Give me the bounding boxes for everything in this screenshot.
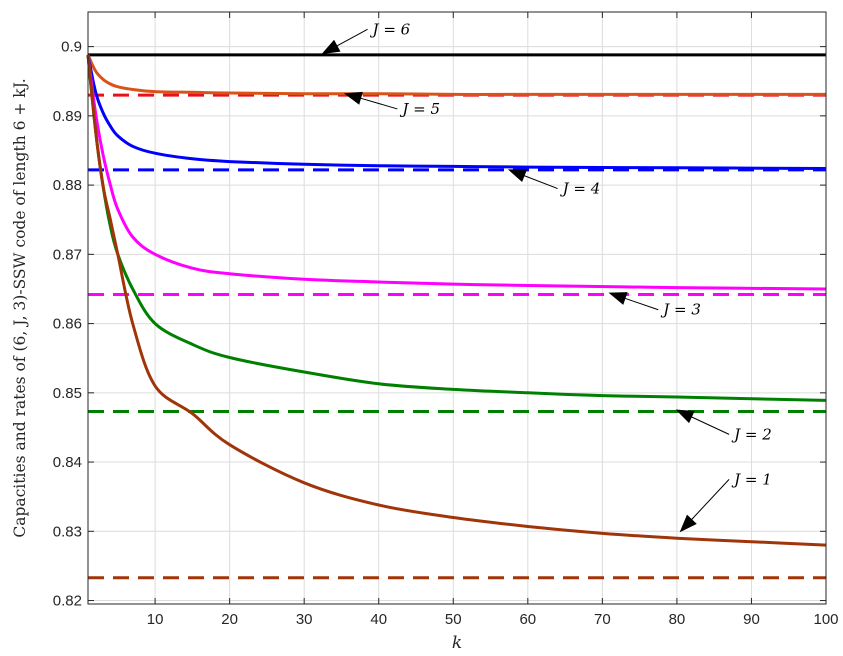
- plot-frame: [87, 11, 827, 605]
- y-tick-label: 0.88: [53, 177, 82, 194]
- annotation-label-j: J = 3: [660, 301, 701, 319]
- x-axis-label: k: [452, 633, 462, 653]
- x-tick-label: 80: [669, 611, 686, 628]
- x-tick-label: 100: [813, 611, 838, 628]
- y-tick-label: 0.84: [53, 454, 82, 471]
- annotation-arrow-head: [675, 409, 695, 424]
- annotation-label-j: J = 5: [399, 100, 440, 118]
- y-tick-label: 0.83: [53, 523, 82, 540]
- annotation-arrow-line: [691, 416, 730, 435]
- y-tick-label: 0.82: [53, 593, 82, 610]
- x-tick-label: 50: [445, 611, 462, 628]
- rate-curve-j3: [86, 54, 827, 291]
- x-tick-label: 10: [147, 611, 164, 628]
- x-tick-label: 40: [370, 611, 387, 628]
- y-tick-label: 0.85: [53, 385, 82, 402]
- y-tick-label: 0.89: [53, 108, 82, 125]
- y-tick-label: 0.9: [61, 39, 82, 56]
- x-tick-label: 60: [519, 611, 536, 628]
- x-tick-label: 70: [594, 611, 611, 628]
- rate-curve-j4: [86, 54, 827, 170]
- y-tick-label: 0.86: [53, 316, 82, 333]
- annotation-arrow-line: [336, 28, 368, 47]
- y-axis-label: Capacities and rates of (6, J, 3)-SSW co…: [11, 78, 29, 537]
- annotation-arrow-head: [679, 514, 697, 533]
- annotation-label-j: J = 1: [731, 470, 772, 488]
- x-tick-label: 20: [221, 611, 238, 628]
- rate-curves: [86, 53, 827, 547]
- annotation-arrow-line: [691, 479, 730, 520]
- annotation-arrow-line: [360, 97, 398, 110]
- grid-lines: [88, 12, 827, 604]
- annotation-arrow-head: [608, 292, 628, 305]
- rate-curve-j1: [86, 54, 827, 547]
- annotation-arrow-head: [343, 91, 363, 105]
- annotation-arrow-head: [321, 39, 341, 55]
- y-tick-label: 0.87: [53, 246, 82, 263]
- annotation-arrow-line: [523, 175, 558, 190]
- x-tick-label: 30: [296, 611, 313, 628]
- axis-ticks: 10 20 30 40 50 60 70 80 90 100 0.82 0.83 0.84 0.85 0.8…: [53, 12, 839, 628]
- annotation-label-j: J = 2: [731, 425, 772, 443]
- rate-curve-j5: [86, 54, 826, 96]
- curve-annotations: J = 6 J = 5 J = 4 J = 3 J = 2 J = 1: [321, 20, 772, 533]
- annotation-label-j: J = 4: [560, 180, 601, 198]
- annotation-arrow-line: [624, 297, 659, 311]
- rate-curve-j2: [86, 54, 827, 402]
- x-tick-label: 90: [743, 611, 760, 628]
- annotation-label-j: J = 6: [370, 20, 411, 38]
- annotation-arrow-head: [507, 169, 528, 183]
